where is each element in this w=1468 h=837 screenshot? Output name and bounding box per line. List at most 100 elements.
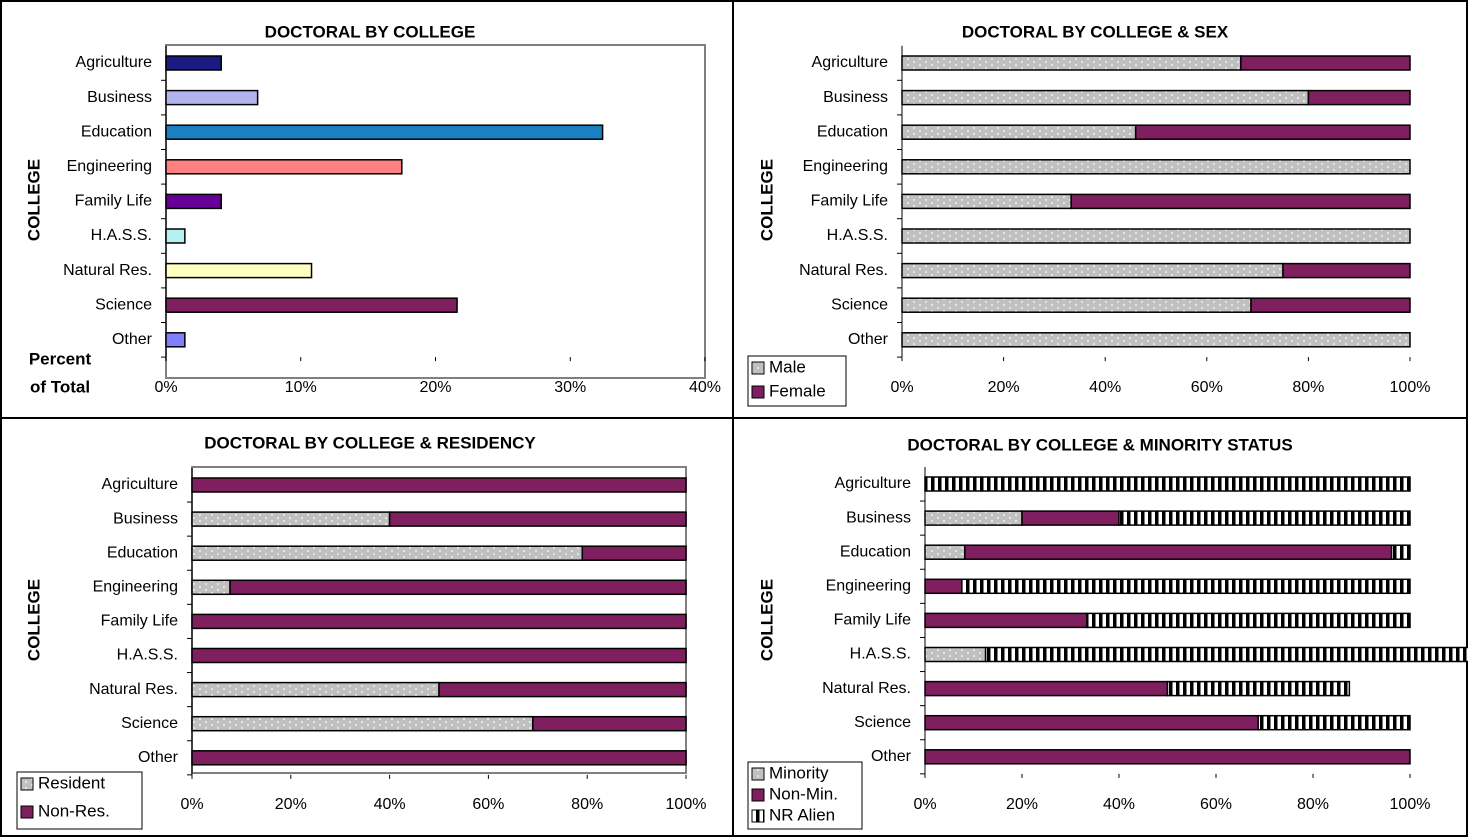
x-tick-label: 0% [890,379,913,396]
category-label: Science [121,715,178,732]
bar-segment [924,578,963,595]
category-label: Engineering [93,579,178,596]
category-label: Agriculture [835,475,912,492]
bar [165,55,222,71]
legend-swatch [751,361,765,375]
category-label: Engineering [67,158,152,175]
bar-segment [961,578,1411,595]
bar-segment [1166,680,1351,697]
bar-segment [901,159,1411,175]
chart-title: DOCTORAL BY COLLEGE & MINORITY STATUS [907,435,1292,454]
bar-segment [924,749,1411,765]
legend-swatch [751,385,765,399]
bar-segment [438,681,687,698]
bar-segment [191,511,391,527]
x-tick-label: 20% [988,379,1020,396]
category-label: Agriculture [76,54,153,71]
bar [165,89,259,106]
category-label: Family Life [811,193,888,210]
category-label: Family Life [75,193,152,210]
x-tick-label: 30% [554,379,586,396]
bar-segment [924,646,987,663]
bar [165,193,222,210]
bar-segment [229,579,687,596]
category-label: Science [831,296,888,313]
bar-segment [901,262,1284,279]
x-tick-label: 0% [180,796,203,813]
bar-segment [901,297,1252,313]
category-label: Education [840,543,911,560]
x-tick-label: 40% [1103,796,1135,813]
bar-segment [191,750,687,766]
legend-swatch [751,788,765,802]
bar-segment [924,680,1169,697]
x-axis-label: of Total [30,377,90,396]
bar-segment [191,579,231,596]
x-tick-label: 100% [666,796,707,813]
bar [165,297,458,313]
x-tick-label: 80% [571,796,603,813]
category-label: Other [871,748,912,765]
legend-label: Male [769,357,806,376]
bar-segment [901,55,1242,71]
legend-label: Non-Res. [38,801,110,820]
bar-segment [1282,262,1411,279]
category-label: Family Life [101,613,178,630]
bar-segment [1021,510,1120,526]
category-label: Family Life [834,612,911,629]
bar-segment [388,511,687,527]
category-label: Business [846,509,911,526]
bar-segment [1240,55,1411,71]
bar-segment [901,124,1137,140]
category-label: Business [823,89,888,106]
bar-segment [191,613,687,630]
category-label: Agriculture [812,54,889,71]
x-tick-label: 80% [1297,796,1329,813]
bar-segment [901,228,1411,244]
bar-segment [581,545,687,561]
legend-swatch [751,767,765,781]
bar-segment [964,544,1393,560]
bar-segment [191,647,687,664]
bar-segment [924,612,1088,629]
category-label: Business [87,89,152,106]
x-tick-label: 40% [689,379,721,396]
bar-segment [191,715,534,732]
bar-segment [1250,297,1411,313]
x-tick-label: 60% [472,796,504,813]
legend-label: Non-Min. [769,784,838,803]
x-tick-label: 100% [1390,379,1431,396]
x-tick-label: 60% [1191,379,1223,396]
bar-segment [1134,124,1411,140]
bar [165,228,186,244]
bar-segment [901,332,1411,348]
category-label: Natural Res. [89,681,178,698]
bar-segment [924,510,1023,526]
category-label: Other [138,749,179,766]
x-tick-label: 40% [1089,379,1121,396]
category-label: Education [81,123,152,140]
bar-segment [984,646,1468,663]
bar-segment [191,545,584,561]
bar-segment [191,477,687,493]
x-tick-label: 100% [1390,796,1431,813]
x-tick-label: 20% [1006,796,1038,813]
bar [165,332,186,348]
bar-segment [1086,612,1411,629]
category-label: Engineering [826,578,911,595]
category-label: Agriculture [102,476,179,493]
y-axis-label: COLLEGE [24,579,43,661]
bar-segment [901,193,1072,210]
category-label: H.A.S.S. [91,227,152,244]
category-label: H.A.S.S. [850,646,911,663]
bar-segment [924,714,1259,731]
x-tick-label: 10% [285,379,317,396]
legend-box [16,771,143,830]
legend-label: Minority [769,763,829,782]
legend-label: Resident [38,773,105,792]
category-label: H.A.S.S. [827,227,888,244]
y-axis-label: COLLEGE [757,579,776,661]
category-label: Science [854,714,911,731]
x-tick-label: 60% [1200,796,1232,813]
